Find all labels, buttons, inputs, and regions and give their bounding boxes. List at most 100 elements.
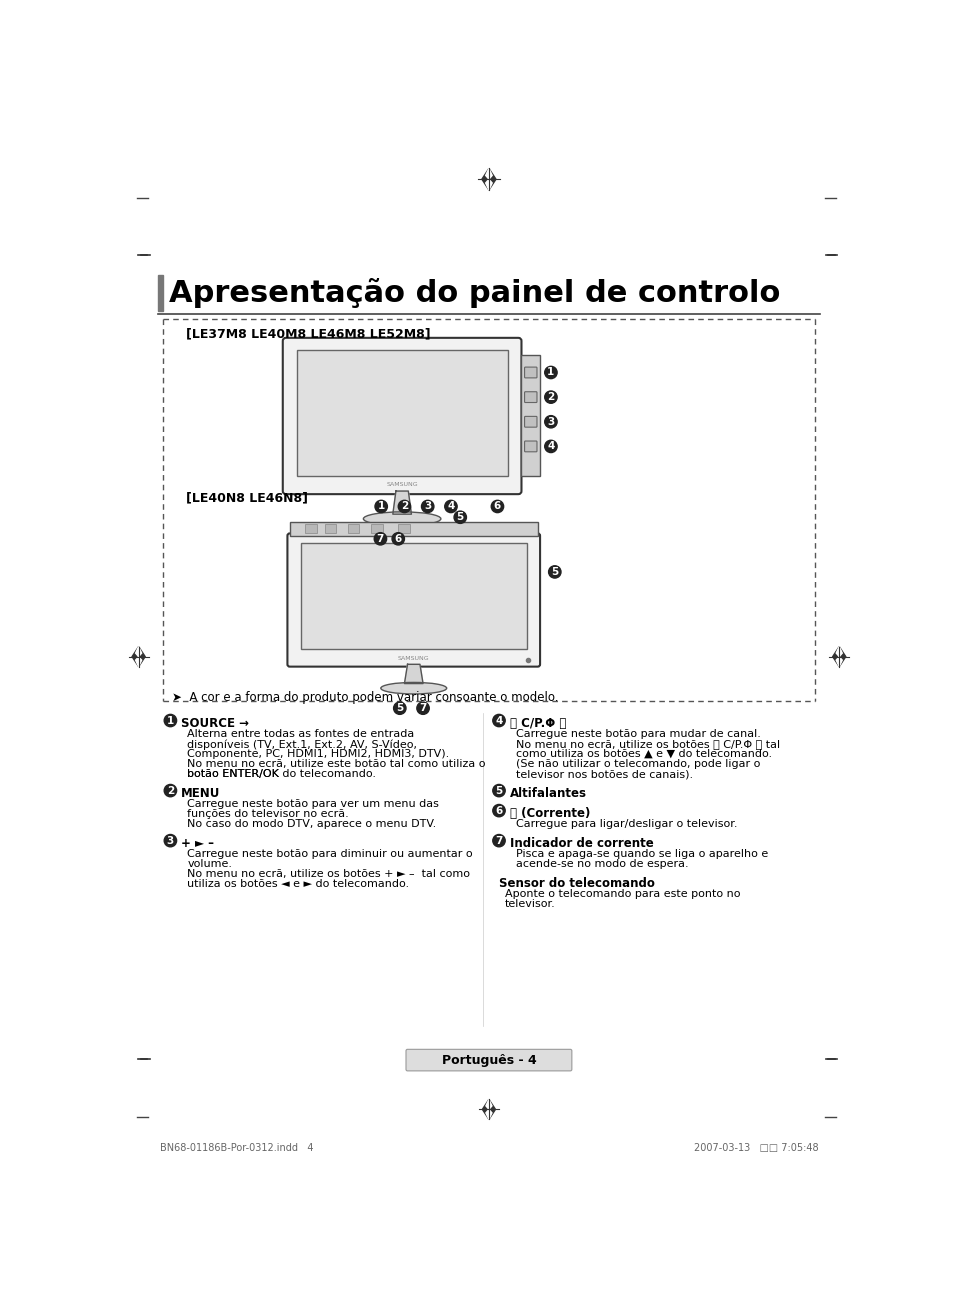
Circle shape (164, 834, 176, 847)
Text: ⏻ (Corrente): ⏻ (Corrente) (509, 807, 590, 820)
Circle shape (493, 804, 505, 817)
Text: 3: 3 (424, 501, 431, 511)
Polygon shape (393, 490, 411, 514)
Bar (305, 524, 316, 532)
Circle shape (444, 501, 456, 513)
Text: Altifalantes: Altifalantes (509, 787, 586, 800)
Circle shape (493, 785, 505, 796)
Circle shape (392, 532, 404, 545)
FancyBboxPatch shape (287, 533, 539, 666)
Text: Indicador de corrente: Indicador de corrente (509, 837, 653, 850)
Ellipse shape (380, 683, 446, 693)
FancyBboxPatch shape (282, 338, 521, 494)
Text: [LE37M8 LE40M8 LE46M8 LE52M8]: [LE37M8 LE40M8 LE46M8 LE52M8] (186, 327, 430, 340)
Bar (348, 524, 359, 532)
Circle shape (421, 501, 434, 513)
Circle shape (164, 714, 176, 727)
Text: 〈 C/P.Φ 〉: 〈 C/P.Φ 〉 (509, 717, 566, 730)
Circle shape (544, 367, 557, 379)
Text: 5: 5 (395, 704, 403, 713)
Polygon shape (485, 1110, 492, 1119)
Text: Sensor do telecomando: Sensor do telecomando (498, 877, 654, 890)
Text: botão ENTER/OK do telecomando.: botão ENTER/OK do telecomando. (187, 769, 376, 779)
Circle shape (374, 532, 386, 545)
Text: 5: 5 (456, 513, 463, 522)
Text: televisor nos botões de canais).: televisor nos botões de canais). (516, 769, 693, 779)
Text: 2: 2 (400, 501, 408, 511)
Polygon shape (485, 180, 492, 190)
Text: funções do televisor no ecrã.: funções do televisor no ecrã. (187, 809, 349, 820)
Text: No menu no ecrã, utilize os botões 〈 C/P.Φ 〉 tal: No menu no ecrã, utilize os botões 〈 C/P… (516, 739, 780, 749)
Text: Aponte o telecomando para este ponto no: Aponte o telecomando para este ponto no (505, 889, 740, 899)
Text: Apresentação do painel de controlo: Apresentação do painel de controlo (169, 278, 780, 308)
Text: 7: 7 (419, 704, 426, 713)
Text: 5: 5 (495, 786, 502, 796)
Text: 6: 6 (494, 501, 500, 511)
Text: No menu no ecrã, utilize os botões + ► –  tal como: No menu no ecrã, utilize os botões + ► –… (187, 869, 470, 879)
FancyBboxPatch shape (524, 416, 537, 427)
Circle shape (544, 440, 557, 453)
Text: SAMSUNG: SAMSUNG (386, 481, 417, 487)
Bar (521, 355, 539, 476)
Text: 3: 3 (167, 835, 173, 846)
Text: Carregue neste botão para ver um menu das: Carregue neste botão para ver um menu da… (187, 799, 439, 809)
Text: 2007-03-13   □□ 7:05:48: 2007-03-13 □□ 7:05:48 (693, 1144, 818, 1153)
Polygon shape (485, 1099, 492, 1110)
Text: 1: 1 (547, 367, 554, 377)
Text: Pisca e apaga-se quando se liga o aparelho e: Pisca e apaga-se quando se liga o aparel… (516, 850, 767, 859)
Text: disponíveis (TV, Ext.1, Ext.2, AV, S-Vídeo,: disponíveis (TV, Ext.1, Ext.2, AV, S-Víd… (187, 739, 417, 749)
Text: botão ENTER/OK: botão ENTER/OK (187, 769, 279, 779)
Polygon shape (485, 168, 492, 180)
Text: (Se não utilizar o telecomando, pode ligar o: (Se não utilizar o telecomando, pode lig… (516, 758, 760, 769)
Circle shape (397, 501, 410, 513)
Polygon shape (481, 168, 496, 190)
Bar (300, 544, 526, 649)
Bar (371, 524, 382, 532)
Text: Carregue neste botão para diminuir ou aumentar o: Carregue neste botão para diminuir ou au… (187, 850, 473, 859)
Text: 6: 6 (395, 533, 401, 544)
Circle shape (491, 501, 503, 513)
Circle shape (164, 785, 176, 796)
Polygon shape (832, 647, 845, 666)
Text: + ► –: + ► – (181, 837, 214, 850)
Text: 1: 1 (167, 716, 173, 726)
Text: SAMSUNG: SAMSUNG (397, 656, 429, 661)
Circle shape (493, 714, 505, 727)
Polygon shape (482, 1099, 495, 1119)
Text: Componente, PC, HDMI1, HDMI2, HDMI3, DTV).: Componente, PC, HDMI1, HDMI2, HDMI3, DTV… (187, 749, 449, 758)
Text: acende-se no modo de espera.: acende-se no modo de espera. (516, 859, 688, 869)
Text: 1: 1 (377, 501, 384, 511)
FancyBboxPatch shape (406, 1050, 571, 1071)
Bar (290, 522, 537, 536)
Circle shape (548, 566, 560, 578)
Text: 4: 4 (447, 501, 455, 511)
Bar (324, 524, 335, 532)
Circle shape (544, 392, 557, 403)
Polygon shape (836, 647, 841, 657)
FancyBboxPatch shape (524, 441, 537, 451)
Circle shape (375, 501, 387, 513)
Text: Carregue neste botão para mudar de canal.: Carregue neste botão para mudar de canal… (516, 729, 760, 739)
Text: 5: 5 (551, 567, 558, 576)
Polygon shape (404, 665, 422, 683)
FancyBboxPatch shape (524, 392, 537, 402)
Polygon shape (135, 647, 141, 657)
Bar (397, 524, 410, 532)
Circle shape (394, 703, 406, 714)
Bar (296, 350, 507, 476)
Text: como utiliza os botões ▲ e ▼ do telecomando.: como utiliza os botões ▲ e ▼ do telecoma… (516, 749, 771, 758)
Polygon shape (135, 657, 141, 666)
Text: Português - 4: Português - 4 (441, 1054, 536, 1067)
Circle shape (544, 415, 557, 428)
Text: 2: 2 (167, 786, 173, 796)
Text: televisor.: televisor. (505, 899, 556, 909)
Circle shape (416, 703, 429, 714)
Text: Carregue para ligar/desligar o televisor.: Carregue para ligar/desligar o televisor… (516, 820, 737, 829)
Text: 4: 4 (547, 441, 554, 451)
Text: 4: 4 (495, 716, 502, 726)
Text: volume.: volume. (187, 859, 233, 869)
Polygon shape (132, 647, 145, 666)
Text: No caso do modo DTV, aparece o menu DTV.: No caso do modo DTV, aparece o menu DTV. (187, 820, 436, 829)
Circle shape (493, 834, 505, 847)
Text: 7: 7 (376, 533, 384, 544)
